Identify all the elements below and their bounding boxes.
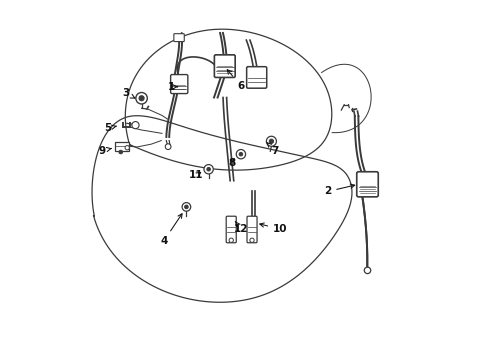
Circle shape <box>228 238 233 242</box>
Circle shape <box>364 267 370 274</box>
FancyBboxPatch shape <box>246 216 257 243</box>
FancyBboxPatch shape <box>170 75 187 94</box>
Circle shape <box>249 238 254 242</box>
Text: 12: 12 <box>233 221 247 234</box>
FancyBboxPatch shape <box>226 216 236 243</box>
Circle shape <box>239 152 242 156</box>
FancyBboxPatch shape <box>174 34 184 41</box>
Bar <box>115 142 129 150</box>
Circle shape <box>125 145 129 150</box>
FancyBboxPatch shape <box>214 55 235 77</box>
Circle shape <box>236 149 245 159</box>
Text: 8: 8 <box>228 158 235 168</box>
FancyBboxPatch shape <box>246 67 266 88</box>
Text: 5: 5 <box>103 123 117 133</box>
Circle shape <box>184 205 188 209</box>
Text: 7: 7 <box>266 142 278 156</box>
Circle shape <box>203 165 213 174</box>
Circle shape <box>206 167 210 171</box>
Circle shape <box>119 150 122 154</box>
Text: 11: 11 <box>188 170 203 180</box>
Text: 3: 3 <box>122 88 135 98</box>
Text: 4: 4 <box>160 214 182 246</box>
Text: 6: 6 <box>227 70 244 91</box>
Circle shape <box>139 96 144 101</box>
FancyBboxPatch shape <box>356 172 378 197</box>
Text: 9: 9 <box>98 145 111 156</box>
Text: 10: 10 <box>259 223 287 234</box>
Circle shape <box>266 136 276 146</box>
Circle shape <box>136 93 147 104</box>
Circle shape <box>182 203 190 211</box>
Text: 1: 1 <box>167 82 177 92</box>
Circle shape <box>132 122 139 129</box>
Circle shape <box>269 139 273 143</box>
Text: 2: 2 <box>324 184 354 197</box>
Circle shape <box>165 144 171 149</box>
